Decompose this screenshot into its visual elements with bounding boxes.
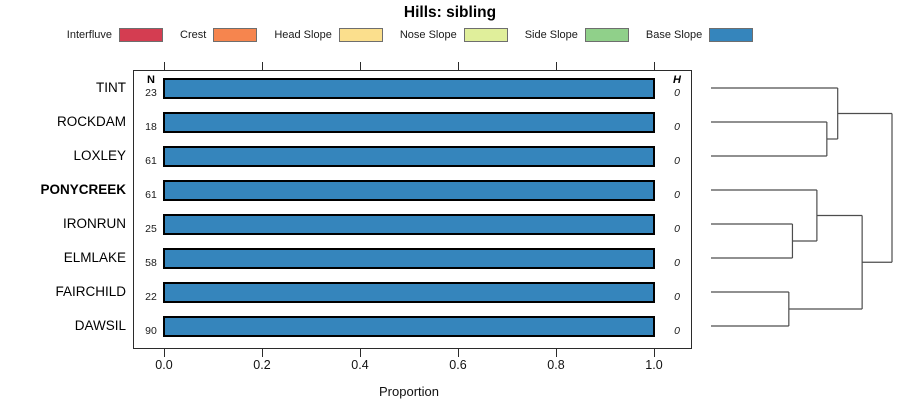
n-value: 61	[145, 189, 157, 201]
h-value: 0	[674, 325, 680, 337]
legend-color-swatch	[119, 28, 164, 42]
proportion-bar	[163, 77, 655, 99]
series-name-label: IRONRUN	[63, 216, 126, 231]
series-name-label: ROCKDAM	[56, 114, 126, 129]
legend-item-label: Side Slope	[524, 29, 578, 41]
legend-color-swatch	[463, 28, 508, 42]
n-value: 61	[145, 155, 157, 167]
legend-item: Side Slope	[525, 28, 629, 42]
legend-item-label: Interfluve	[66, 29, 113, 41]
n-value: 25	[145, 223, 157, 235]
legend-color-swatch	[338, 28, 383, 42]
chart-title: Hills: sibling	[403, 4, 497, 21]
proportion-bar	[163, 247, 655, 269]
legend-color-swatch	[584, 28, 629, 42]
h-value: 0	[674, 87, 680, 99]
legend-item: Base Slope	[645, 28, 754, 42]
x-tick-label: 0.6	[449, 358, 467, 372]
bottom-tick-mark	[556, 349, 557, 357]
h-column-header: H	[673, 74, 681, 86]
legend: Interfluve Crest Head Slope Nose Slope S…	[0, 27, 820, 43]
n-value: 22	[145, 291, 157, 303]
legend-item-label: Head Slope	[274, 29, 332, 41]
series-name-label: PONYCREEK	[40, 182, 126, 197]
series-name-label: LOXLEY	[73, 148, 126, 163]
proportion-bar	[163, 315, 655, 337]
h-value: 0	[674, 257, 680, 269]
plot-panel-border	[133, 70, 692, 349]
h-value: 0	[674, 291, 680, 303]
series-name-label: FAIRCHILD	[55, 284, 126, 299]
h-value: 0	[674, 223, 680, 235]
x-tick-label: 0.4	[351, 358, 369, 372]
top-tick-mark	[262, 62, 263, 70]
top-tick-mark	[360, 62, 361, 70]
legend-item: Nose Slope	[400, 28, 508, 42]
n-value: 18	[145, 121, 157, 133]
bottom-tick-mark	[360, 349, 361, 357]
proportion-bar	[163, 145, 655, 167]
legend-color-swatch	[213, 28, 258, 42]
bottom-tick-mark	[654, 349, 655, 357]
bottom-tick-mark	[262, 349, 263, 357]
x-axis-title: Proportion	[379, 384, 439, 399]
legend-item-label: Nose Slope	[399, 29, 457, 41]
n-value: 58	[145, 257, 157, 269]
proportion-bar	[163, 111, 655, 133]
h-value: 0	[674, 189, 680, 201]
legend-item: Head Slope	[274, 28, 383, 42]
h-value: 0	[674, 155, 680, 167]
proportion-bar	[163, 179, 655, 201]
x-tick-label: 0.2	[253, 358, 271, 372]
series-name-label: DAWSIL	[74, 318, 126, 333]
legend-item-label: Crest	[180, 29, 207, 41]
legend-item-label: Base Slope	[645, 29, 703, 41]
bottom-tick-mark	[458, 349, 459, 357]
proportion-bar	[163, 213, 655, 235]
h-value: 0	[674, 121, 680, 133]
n-value: 90	[145, 325, 157, 337]
bottom-tick-mark	[164, 349, 165, 357]
top-tick-mark	[164, 62, 165, 70]
x-tick-label: 0.0	[155, 358, 173, 372]
proportion-bar	[163, 281, 655, 303]
n-column-header: N	[147, 74, 155, 86]
x-tick-label: 0.8	[547, 358, 565, 372]
n-value: 23	[145, 87, 157, 99]
top-tick-mark	[556, 62, 557, 70]
series-name-label: ELMLAKE	[63, 250, 126, 265]
legend-color-swatch	[709, 28, 754, 42]
legend-item: Crest	[180, 28, 258, 42]
series-name-label: TINT	[96, 80, 126, 95]
top-tick-mark	[654, 62, 655, 70]
legend-item: Interfluve	[66, 28, 164, 42]
x-tick-label: 1.0	[645, 358, 663, 372]
top-tick-mark	[458, 62, 459, 70]
